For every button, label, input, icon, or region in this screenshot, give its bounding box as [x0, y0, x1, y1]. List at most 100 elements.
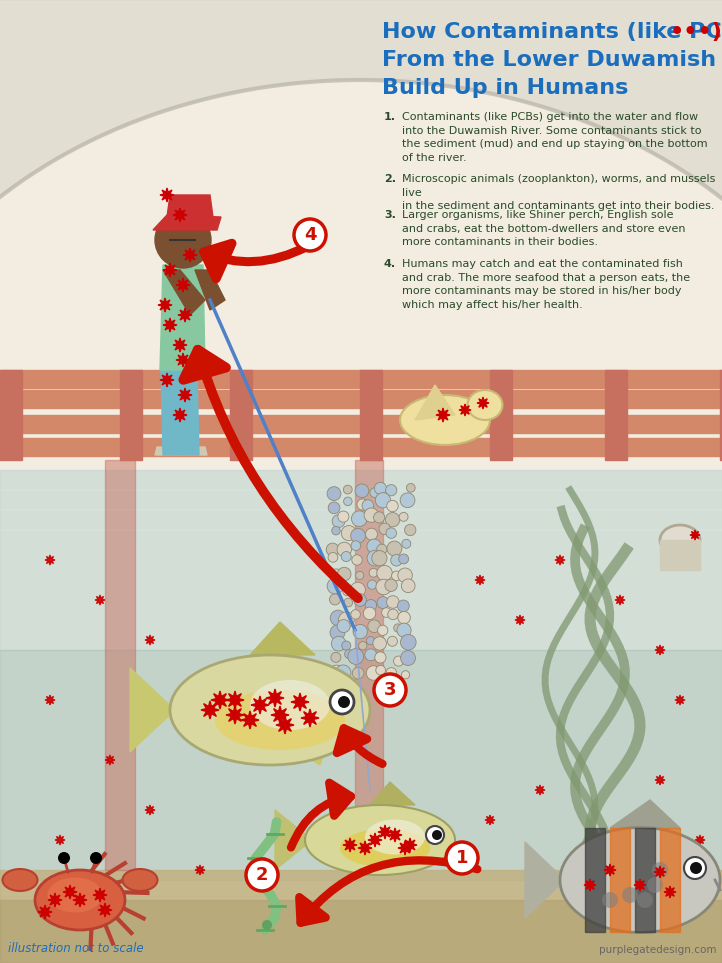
Polygon shape [160, 373, 174, 387]
Circle shape [622, 887, 638, 903]
Ellipse shape [400, 395, 490, 445]
Circle shape [344, 497, 352, 506]
Circle shape [246, 859, 278, 891]
Polygon shape [436, 408, 450, 422]
Circle shape [366, 637, 375, 645]
Polygon shape [490, 370, 512, 460]
Circle shape [329, 594, 340, 605]
Circle shape [399, 512, 408, 521]
Polygon shape [584, 879, 596, 891]
Circle shape [367, 539, 381, 554]
Polygon shape [271, 706, 289, 724]
Polygon shape [664, 886, 676, 898]
Polygon shape [176, 353, 190, 367]
Circle shape [637, 892, 653, 908]
Text: Contaminants (like PCBs) get into the water and flow
into the Duwamish River. So: Contaminants (like PCBs) get into the wa… [402, 112, 708, 163]
Circle shape [330, 569, 342, 582]
Ellipse shape [2, 869, 38, 891]
Circle shape [398, 600, 409, 612]
Circle shape [344, 485, 352, 494]
Polygon shape [55, 835, 65, 845]
Circle shape [684, 857, 706, 879]
Polygon shape [178, 388, 192, 402]
Circle shape [365, 600, 377, 611]
Circle shape [355, 484, 369, 498]
Polygon shape [675, 895, 685, 905]
Circle shape [369, 568, 378, 577]
Polygon shape [0, 470, 722, 650]
Circle shape [363, 607, 375, 619]
Polygon shape [195, 865, 205, 875]
Polygon shape [445, 845, 455, 855]
Polygon shape [120, 370, 142, 460]
Polygon shape [0, 650, 722, 880]
Polygon shape [485, 815, 495, 825]
Polygon shape [585, 828, 605, 932]
Polygon shape [226, 706, 244, 724]
Text: Humans may catch and eat the contaminated fish
and crab. The more seafood that a: Humans may catch and eat the contaminate… [402, 259, 690, 310]
Text: How Contaminants (like PCBs: How Contaminants (like PCBs [382, 22, 722, 42]
Circle shape [58, 852, 70, 864]
Circle shape [402, 539, 411, 548]
Polygon shape [525, 842, 565, 918]
Circle shape [401, 651, 415, 665]
Polygon shape [610, 828, 630, 932]
Text: 3.: 3. [384, 210, 396, 220]
Circle shape [357, 499, 368, 510]
Ellipse shape [340, 829, 430, 867]
Circle shape [327, 486, 341, 501]
Circle shape [378, 625, 388, 636]
Polygon shape [241, 711, 259, 729]
Polygon shape [167, 195, 213, 217]
Circle shape [386, 512, 400, 527]
Circle shape [367, 580, 377, 589]
Polygon shape [459, 404, 471, 416]
Circle shape [365, 528, 378, 540]
Polygon shape [276, 716, 294, 734]
Polygon shape [153, 215, 221, 230]
Circle shape [386, 667, 396, 678]
Text: 4.: 4. [384, 259, 396, 269]
Polygon shape [555, 555, 565, 565]
Circle shape [350, 583, 365, 597]
Polygon shape [160, 265, 205, 370]
Circle shape [332, 515, 345, 528]
Circle shape [366, 665, 380, 680]
Polygon shape [48, 893, 62, 907]
Ellipse shape [365, 820, 425, 854]
Polygon shape [211, 691, 229, 709]
Polygon shape [695, 835, 705, 845]
Circle shape [328, 553, 338, 562]
Polygon shape [173, 338, 187, 352]
Ellipse shape [215, 690, 345, 750]
Polygon shape [173, 408, 187, 422]
Polygon shape [660, 540, 700, 570]
Text: Build Up in Humans: Build Up in Humans [382, 78, 628, 98]
Text: 2.: 2. [384, 174, 396, 184]
Circle shape [398, 568, 412, 583]
Circle shape [364, 508, 378, 522]
Text: 2: 2 [256, 866, 269, 884]
Circle shape [647, 877, 663, 893]
Polygon shape [343, 838, 357, 852]
Circle shape [377, 565, 392, 581]
Ellipse shape [468, 390, 503, 420]
Circle shape [375, 493, 391, 508]
Circle shape [330, 611, 346, 626]
Circle shape [382, 608, 391, 617]
Polygon shape [388, 828, 402, 842]
Circle shape [393, 656, 404, 666]
FancyArrowPatch shape [291, 783, 351, 847]
Polygon shape [98, 903, 112, 917]
Polygon shape [176, 278, 190, 292]
Ellipse shape [35, 870, 125, 930]
Circle shape [387, 541, 402, 556]
Polygon shape [403, 838, 417, 852]
Polygon shape [93, 888, 107, 902]
Polygon shape [201, 701, 219, 719]
Polygon shape [720, 370, 722, 460]
Polygon shape [275, 810, 312, 870]
Polygon shape [0, 390, 722, 408]
Polygon shape [181, 447, 207, 455]
Circle shape [342, 641, 351, 650]
